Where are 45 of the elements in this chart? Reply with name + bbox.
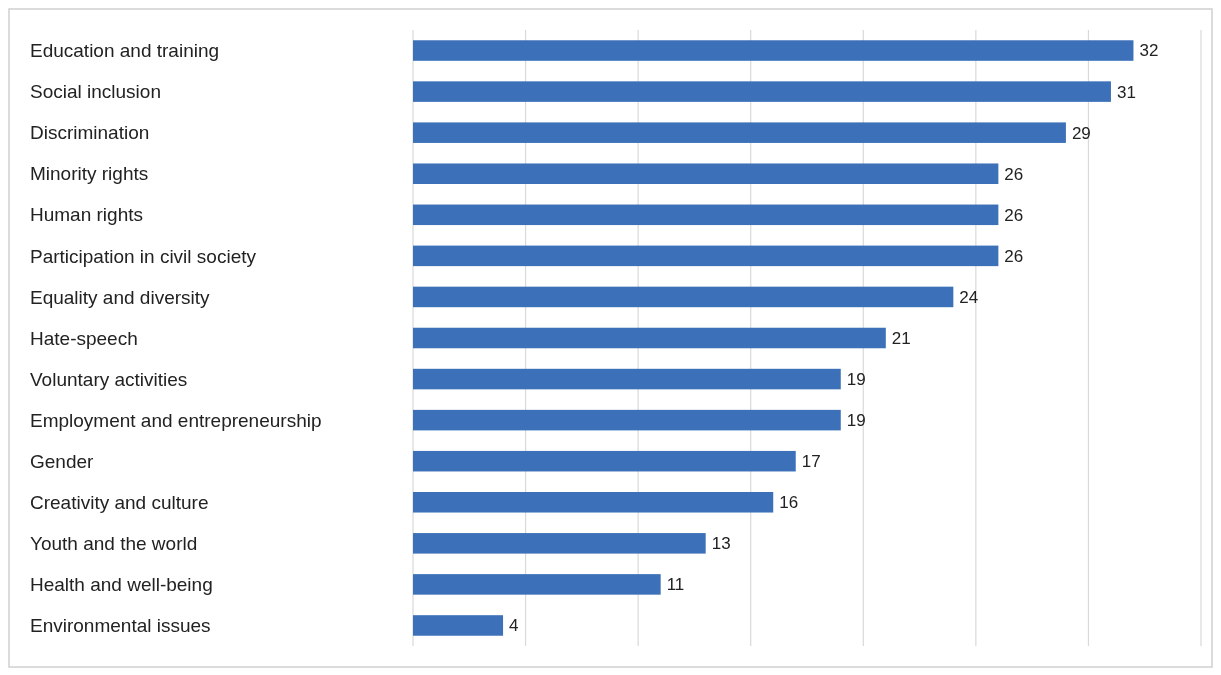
y-tick-label: Social inclusion xyxy=(30,81,161,103)
bar xyxy=(413,368,841,390)
bar xyxy=(413,450,796,472)
bar xyxy=(413,409,841,431)
y-tick-label: Youth and the world xyxy=(30,532,198,554)
data-label: 32 xyxy=(1139,41,1159,61)
data-label: 11 xyxy=(666,575,685,595)
bar xyxy=(413,492,774,513)
data-label: 13 xyxy=(711,534,731,554)
bar xyxy=(413,327,886,349)
y-tick-label: Voluntary activities xyxy=(30,368,188,390)
bar xyxy=(413,615,504,636)
bar xyxy=(413,81,1111,102)
y-tick-label: Employment and entrepreneurship xyxy=(30,409,322,431)
y-tick-label: Equality and diversity xyxy=(30,286,211,308)
data-label: 21 xyxy=(891,328,911,348)
y-tick-label: Minority rights xyxy=(30,163,149,185)
bar xyxy=(413,533,706,554)
data-label: 26 xyxy=(1004,246,1024,266)
y-tick-label: Education and training xyxy=(30,40,220,62)
y-tick-label: Gender xyxy=(30,450,95,472)
bar xyxy=(413,122,1066,143)
bar xyxy=(413,163,999,184)
y-tick-label: Discrimination xyxy=(30,122,150,144)
y-tick-label: Environmental issues xyxy=(30,615,211,637)
y-tick-label: Participation in civil society xyxy=(30,245,257,267)
data-label: 24 xyxy=(959,287,979,307)
y-tick-label: Health and well-being xyxy=(30,574,213,596)
data-label: 4 xyxy=(509,616,519,636)
data-label: 26 xyxy=(1004,164,1024,184)
data-label: 17 xyxy=(801,452,821,472)
bar xyxy=(413,40,1134,61)
y-tick-label: Hate-speech xyxy=(30,327,138,349)
data-label: 29 xyxy=(1071,123,1091,143)
data-label: 26 xyxy=(1004,205,1024,225)
bar xyxy=(413,574,661,595)
data-label: 19 xyxy=(846,411,866,431)
data-label: 16 xyxy=(779,493,799,513)
bar xyxy=(413,245,999,267)
y-tick-label: Creativity and culture xyxy=(30,491,209,513)
bar xyxy=(413,204,999,226)
data-label: 19 xyxy=(846,370,866,390)
bar xyxy=(413,286,954,308)
y-tick-label: Human rights xyxy=(30,204,143,226)
data-label: 31 xyxy=(1116,82,1136,102)
